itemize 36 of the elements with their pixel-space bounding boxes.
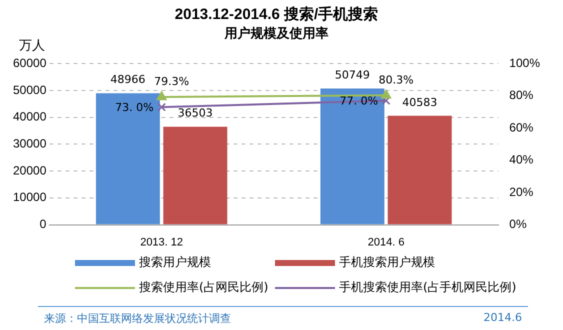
legend-label: 搜索用户规模 [139, 254, 211, 271]
legend-label: 手机搜索用户规模 [339, 254, 435, 271]
bar [96, 93, 160, 224]
bar [388, 116, 452, 224]
x-tick-label: 2014. 6 [368, 236, 404, 248]
y2-tick-label: 40% [509, 152, 534, 167]
bar [320, 88, 384, 224]
y-tick-label: 0 [40, 217, 47, 232]
data-label: 80.3% [378, 73, 414, 86]
x-tick-label: 2013. 12 [140, 236, 184, 248]
source-note: 来源：中国互联网络发展状况统计调查 [43, 311, 232, 326]
data-label: 36503 [178, 106, 213, 120]
y2-tick-label: 80% [509, 88, 534, 102]
bar [163, 126, 228, 224]
y-axis-title: 万人 [19, 38, 45, 54]
data-label: 73. 0% [115, 101, 154, 114]
y2-tick-label: 100% [509, 56, 540, 70]
legend-label: 搜索使用率(占网民比例) [139, 279, 268, 296]
y2-tick-label: 60% [509, 120, 534, 134]
data-label: 77. 0% [340, 94, 378, 108]
text: 2014.6 [482, 311, 523, 326]
data-label: 50749 [334, 68, 370, 82]
y-tick-label: 50000 [12, 82, 47, 97]
y2-tick-label: 0% [509, 217, 527, 232]
data-label: 40583 [402, 96, 438, 109]
data-label: 48966 [110, 73, 146, 86]
y-tick-label: 10000 [12, 190, 47, 204]
y-tick-label: 30000 [12, 136, 47, 151]
y2-tick-label: 20% [509, 184, 534, 199]
y-tick-label: 20000 [12, 163, 47, 178]
data-label: 79.3% [154, 74, 190, 88]
chart-subtitle: 用户规模及使用率 [224, 25, 328, 40]
y-tick-label: 60000 [12, 56, 47, 70]
chart-title: 2013.12-2014.6 搜索/手机搜索 [174, 6, 378, 24]
y-tick-label: 40000 [12, 110, 47, 124]
legend-label: 手机搜索使用率(占手机网民比例) [339, 279, 516, 296]
